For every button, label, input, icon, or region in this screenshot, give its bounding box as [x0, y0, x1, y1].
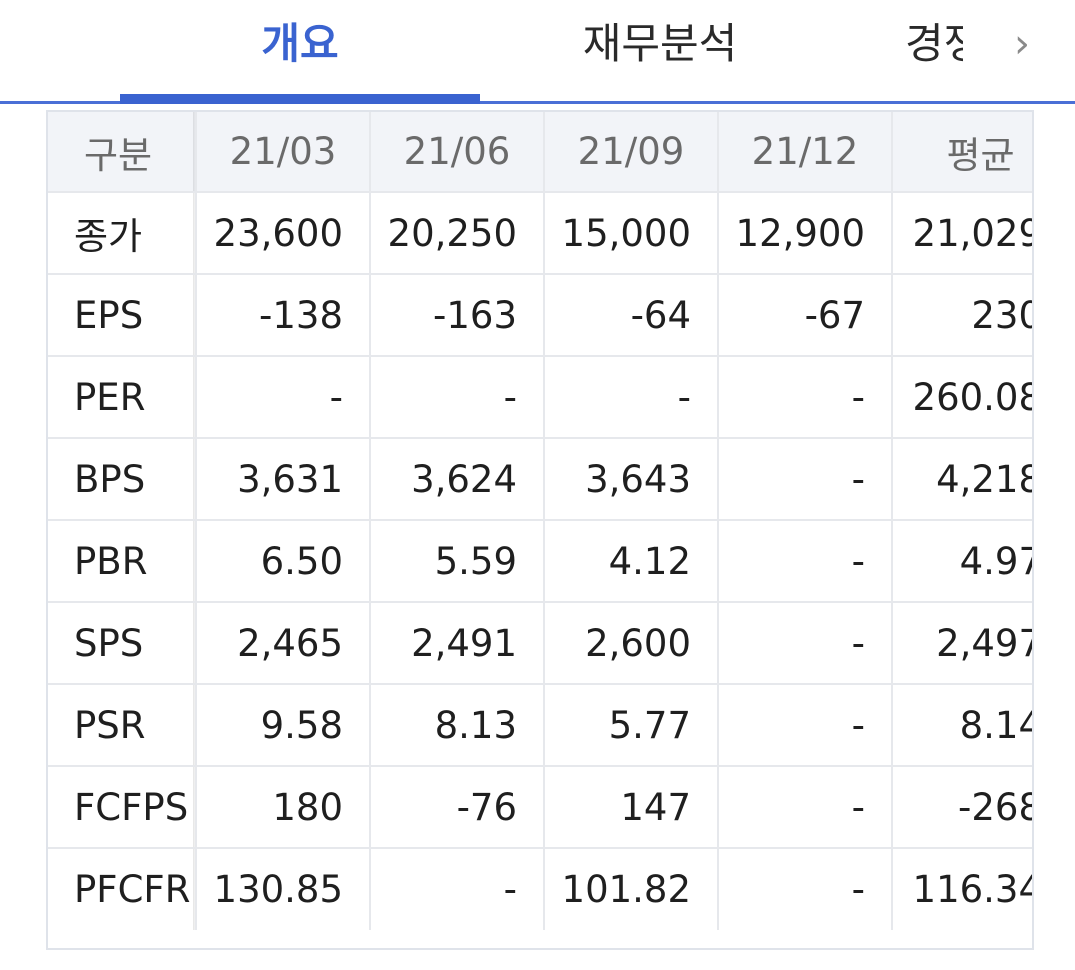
table-row: BPS 3,631 3,624 3,643-4,218 — [48, 438, 1032, 521]
value-cell: 2,600 — [544, 602, 719, 685]
value-cell: - — [370, 356, 545, 439]
value-cell: - — [196, 356, 371, 439]
value-cell: 4.12 — [544, 520, 719, 603]
value-cell: - — [718, 438, 893, 521]
chevron-right-icon[interactable]: › — [1014, 21, 1030, 67]
tab-competitor[interactable]: 경쟁사 — [905, 19, 963, 68]
value-cell: 3,643 — [544, 438, 719, 521]
value-cell: 101.82 — [544, 848, 719, 930]
value-cell: -64 — [544, 274, 719, 357]
average-cell: 21,029 — [892, 192, 1032, 275]
table-row: PER - - - -260.08 — [48, 356, 1032, 439]
valuation-table: 구분 21/03 21/06 21/09 21/12 평균 종가 23,600 20… — [46, 110, 1034, 950]
value-cell: - — [718, 356, 893, 439]
value-cell: - — [718, 602, 893, 685]
header-period: 21/03 — [196, 112, 371, 193]
value-cell: 5.59 — [370, 520, 545, 603]
value-cell: -67 — [718, 274, 893, 357]
row-label: PSR — [48, 684, 197, 767]
value-cell: -163 — [370, 274, 545, 357]
value-cell: 130.85 — [196, 848, 371, 930]
table-row: 종가 23,600 20,250 15,000 12,900 21,029 — [48, 192, 1032, 275]
value-cell: - — [718, 766, 893, 849]
value-cell: 3,624 — [370, 438, 545, 521]
header-average: 평균 — [892, 112, 1032, 193]
table-row: SPS 2,465 2,491 2,600-2,497 — [48, 602, 1032, 685]
header-period: 21/12 — [718, 112, 893, 193]
value-cell: 180 — [196, 766, 371, 849]
header-period: 21/06 — [370, 112, 545, 193]
table-row: PBR 6.50 5.59 4.12-4.97 — [48, 520, 1032, 603]
value-cell: -76 — [370, 766, 545, 849]
value-cell: - — [370, 848, 545, 930]
table-row: PFCFR 130.85-101.82-116.34 — [48, 848, 1034, 930]
average-cell: 4,218 — [892, 438, 1032, 521]
average-cell: 116.34 — [912, 868, 1034, 911]
header-period: 21/09 — [544, 112, 719, 193]
value-cell: 9.58 — [196, 684, 371, 767]
average-cell: 230 — [892, 274, 1032, 357]
tab-overview[interactable]: 개요 — [261, 19, 339, 68]
average-cell: 4.97 — [892, 520, 1032, 603]
header-category: 구분 — [48, 112, 197, 193]
value-cell: 15,000 — [544, 192, 719, 275]
active-tab-indicator — [120, 94, 480, 104]
value-cell: 147 — [544, 766, 719, 849]
average-cell: 8.14 — [892, 684, 1032, 767]
value-cell: 6.50 — [196, 520, 371, 603]
value-cell: - — [718, 848, 893, 930]
average-cell: 2,497 — [892, 602, 1032, 685]
value-cell: - — [718, 684, 893, 767]
value-cell: 2,491 — [370, 602, 545, 685]
value-cell: 20,250 — [370, 192, 545, 275]
value-cell: 5.77 — [544, 684, 719, 767]
average-cell: -268 — [892, 766, 1032, 849]
tab-financial-analysis[interactable]: 재무분석 — [582, 19, 738, 68]
table-row: EPS-138-163-64-67230 — [48, 274, 1032, 357]
row-label: FCFPS — [48, 766, 197, 849]
row-label: PBR — [48, 520, 197, 603]
row-label: EPS — [48, 274, 197, 357]
value-cell: 23,600 — [196, 192, 371, 275]
row-label: PER — [48, 356, 197, 439]
value-cell: 3,631 — [196, 438, 371, 521]
row-label: 종가 — [48, 192, 197, 275]
value-cell: - — [544, 356, 719, 439]
value-cell: 2,465 — [196, 602, 371, 685]
value-cell: - — [718, 520, 893, 603]
table-header-row: 구분 21/03 21/06 21/09 21/12 평균 — [48, 112, 1032, 193]
value-cell: 8.13 — [370, 684, 545, 767]
average-cell: 260.08 — [892, 356, 1032, 439]
table-row: PSR 9.58 8.13 5.77-8.14 — [48, 684, 1032, 767]
value-cell: -138 — [196, 274, 371, 357]
table-row: FCFPS 180 -76 147- -268 — [48, 766, 1032, 849]
tab-bar: 개요 재무분석 경쟁사 › — [0, 0, 1075, 104]
row-label: SPS — [48, 602, 197, 685]
row-label: PFCFR — [48, 848, 197, 930]
value-cell: 12,900 — [718, 192, 893, 275]
row-label: BPS — [48, 438, 197, 521]
